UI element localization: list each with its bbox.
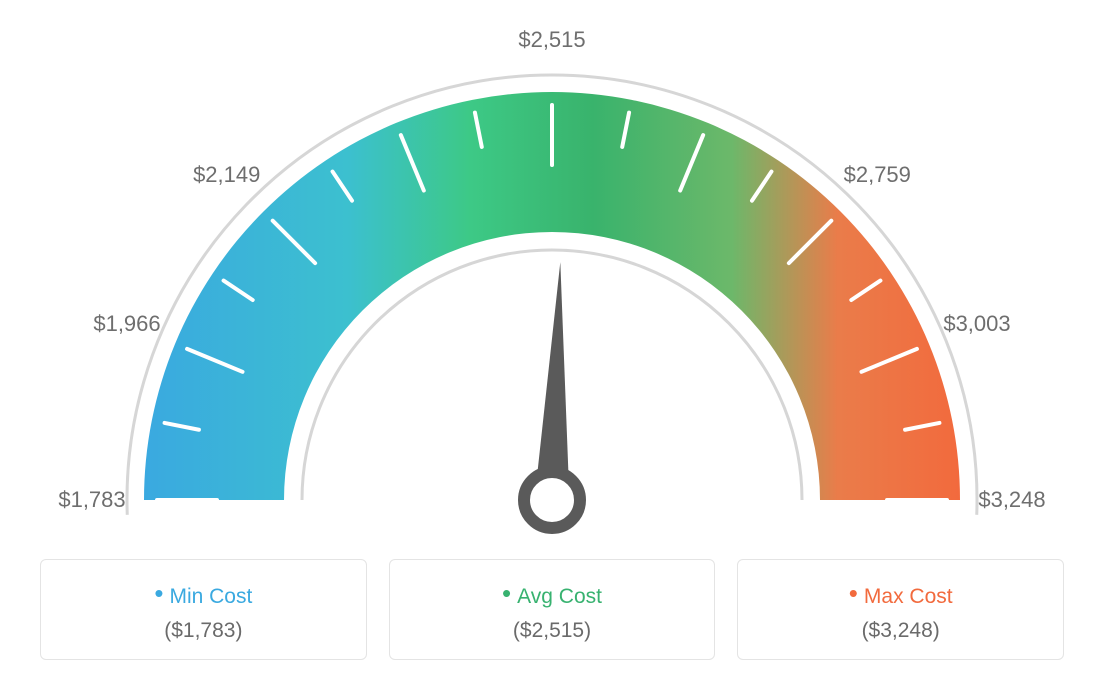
legend-max-title: • Max Cost bbox=[748, 578, 1053, 609]
gauge-tick-label: $2,759 bbox=[844, 162, 911, 188]
legend-avg-title: • Avg Cost bbox=[400, 578, 705, 609]
legend-min-title: • Min Cost bbox=[51, 578, 356, 609]
gauge-svg bbox=[0, 0, 1104, 560]
legend-card-avg: • Avg Cost ($2,515) bbox=[389, 559, 716, 660]
dot-icon: • bbox=[502, 578, 511, 608]
gauge-tick-label: $1,966 bbox=[93, 311, 160, 337]
legend-max-value: ($3,248) bbox=[748, 619, 1053, 643]
dot-icon: • bbox=[849, 578, 858, 608]
legend-avg-label: Avg Cost bbox=[517, 585, 602, 608]
gauge-tick-label: $3,248 bbox=[978, 487, 1045, 513]
gauge-area: $1,783 $1,966 $2,149 $2,515 $2,759 $3,003 $3,2… bbox=[0, 0, 1104, 560]
legend-max-label: Max Cost bbox=[864, 585, 953, 608]
legend-min-value: ($1,783) bbox=[51, 619, 356, 643]
dot-icon: • bbox=[154, 578, 163, 608]
gauge-tick-label: $1,783 bbox=[58, 487, 125, 513]
gauge-tick-label: $2,149 bbox=[193, 162, 260, 188]
cost-gauge-chart: { "gauge": { "type": "gauge", "cx": 552,… bbox=[0, 0, 1104, 690]
gauge-tick-label: $2,515 bbox=[518, 27, 585, 53]
legend-row: • Min Cost ($1,783) • Avg Cost ($2,515) • M… bbox=[40, 559, 1064, 660]
legend-min-label: Min Cost bbox=[169, 585, 252, 608]
legend-card-min: • Min Cost ($1,783) bbox=[40, 559, 367, 660]
legend-avg-value: ($2,515) bbox=[400, 619, 705, 643]
legend-card-max: • Max Cost ($3,248) bbox=[737, 559, 1064, 660]
gauge-tick-label: $3,003 bbox=[943, 311, 1010, 337]
